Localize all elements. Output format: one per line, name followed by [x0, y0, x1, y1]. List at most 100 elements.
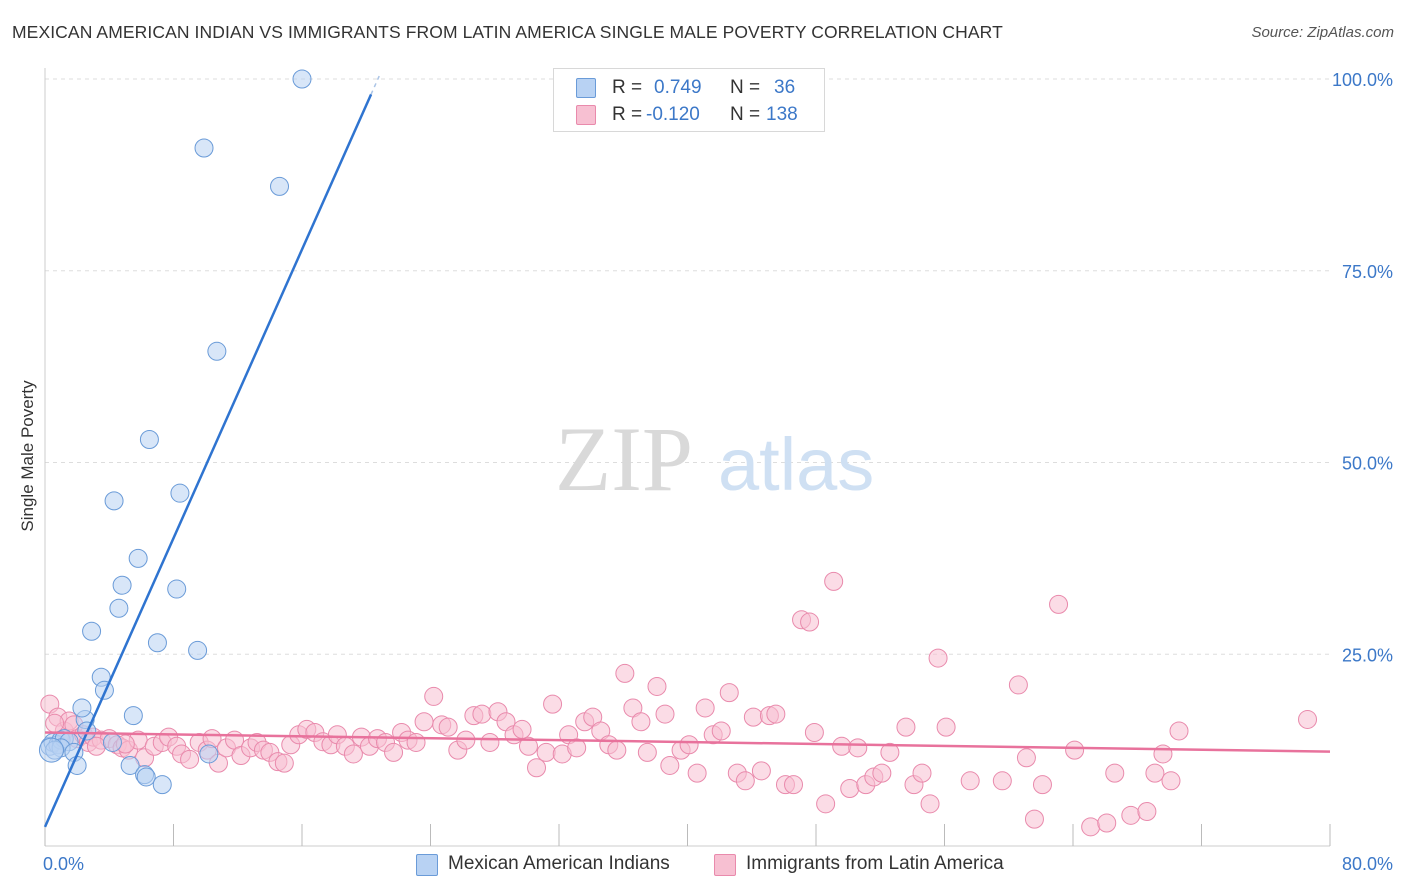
pink-point [45, 713, 65, 733]
blue-point [188, 640, 208, 660]
pink-point [872, 763, 892, 783]
pink-point [607, 740, 627, 760]
blue-point [270, 176, 290, 196]
pink-point [920, 794, 940, 814]
pink-point [695, 698, 715, 718]
blue-point [120, 755, 140, 775]
pink-point [655, 704, 675, 724]
y-tick-label: 25.0% [1342, 645, 1393, 665]
y-axis-title: Single Male Poverty [18, 380, 37, 532]
pink-point [343, 744, 363, 764]
pink-series-points [40, 571, 1318, 837]
chart-title: MEXICAN AMERICAN INDIAN VS IMMIGRANTS FR… [12, 22, 1003, 42]
pink-point [800, 612, 820, 632]
pink-point [472, 704, 492, 724]
pink-point [711, 721, 731, 741]
pink-point [1137, 801, 1157, 821]
pink-point [480, 732, 500, 752]
pink-point [784, 775, 804, 795]
pink-point [1032, 775, 1052, 795]
legend-n-label: N = [730, 77, 761, 98]
tick-labels: 25.0% 50.0% 75.0% 100.0% 0.0% 80.0% [43, 70, 1393, 874]
pink-point [1097, 813, 1117, 833]
pink-point [512, 719, 532, 739]
pink-point [527, 758, 547, 778]
pink-point [960, 771, 980, 791]
pink-point [86, 736, 106, 756]
legend-r-label: R = [612, 77, 643, 98]
pink-point [567, 738, 587, 758]
pink-point [1049, 594, 1069, 614]
pink-point [840, 778, 860, 798]
blue-point [128, 548, 148, 568]
blue-trend-extension [370, 72, 382, 95]
pink-point [804, 722, 824, 742]
pink-point [928, 648, 948, 668]
pink-point [912, 763, 932, 783]
legend-n-value: 138 [766, 104, 798, 125]
pink-point [637, 742, 657, 762]
pink-point [880, 742, 900, 762]
bottom-legend-label: Mexican American Indians [448, 853, 670, 874]
pink-point [1298, 709, 1318, 729]
watermark: ZIP atlas [555, 408, 874, 510]
pink-point [751, 761, 771, 781]
blue-point [139, 429, 159, 449]
pink-point [687, 763, 707, 783]
pink-point [647, 676, 667, 696]
pink-point [414, 712, 434, 732]
pink-point [406, 732, 426, 752]
x-tick-label: 80.0% [1342, 854, 1393, 874]
legend-swatch-pink [576, 105, 596, 125]
y-tick-label: 50.0% [1342, 454, 1393, 474]
y-tick-label: 100.0% [1332, 70, 1393, 90]
legend-swatch-blue [576, 78, 596, 98]
blue-point [152, 775, 172, 795]
blue-point [292, 69, 312, 89]
pink-point [424, 686, 444, 706]
pink-point [992, 771, 1012, 791]
pink-point [456, 730, 476, 750]
pink-point [274, 753, 294, 773]
x-tick-label: 0.0% [43, 854, 84, 874]
correlation-legend: R = 0.749 N = 36 R = -0.120 N = 138 [553, 68, 825, 132]
pink-point [816, 794, 836, 814]
blue-point [170, 483, 190, 503]
pink-point [766, 704, 786, 724]
blue-point [112, 575, 132, 595]
blue-series-points [38, 69, 312, 795]
y-tick-label: 75.0% [1342, 262, 1393, 282]
pink-trend-line [44, 731, 1331, 753]
blue-point [109, 598, 129, 618]
pink-point [1008, 675, 1028, 695]
pink-point [1121, 805, 1141, 825]
pink-point [679, 735, 699, 755]
pink-point [615, 663, 635, 683]
blue-point [38, 737, 64, 763]
pink-point [1016, 748, 1036, 768]
pink-point [660, 755, 680, 775]
blue-point [199, 744, 219, 764]
blue-trend-line [43, 93, 373, 828]
legend-n-label: N = [730, 104, 761, 125]
blue-point [123, 706, 143, 726]
blue-point [72, 698, 92, 718]
pink-point [832, 736, 852, 756]
pink-point [936, 717, 956, 737]
pink-point [1065, 740, 1085, 760]
blue-point [104, 491, 124, 511]
pink-point [1169, 721, 1189, 741]
pink-point [536, 742, 556, 762]
bottom-legend-label: Immigrants from Latin America [746, 853, 1004, 874]
bottom-legend-swatch-blue [416, 854, 438, 876]
watermark-atlas: atlas [718, 423, 874, 506]
pink-point [543, 694, 563, 714]
pink-point [743, 707, 763, 727]
legend-r-value: 0.749 [654, 77, 702, 98]
axis-layer [44, 68, 1331, 847]
blue-point [194, 138, 214, 158]
pink-point [384, 742, 404, 762]
pink-point [824, 571, 844, 591]
